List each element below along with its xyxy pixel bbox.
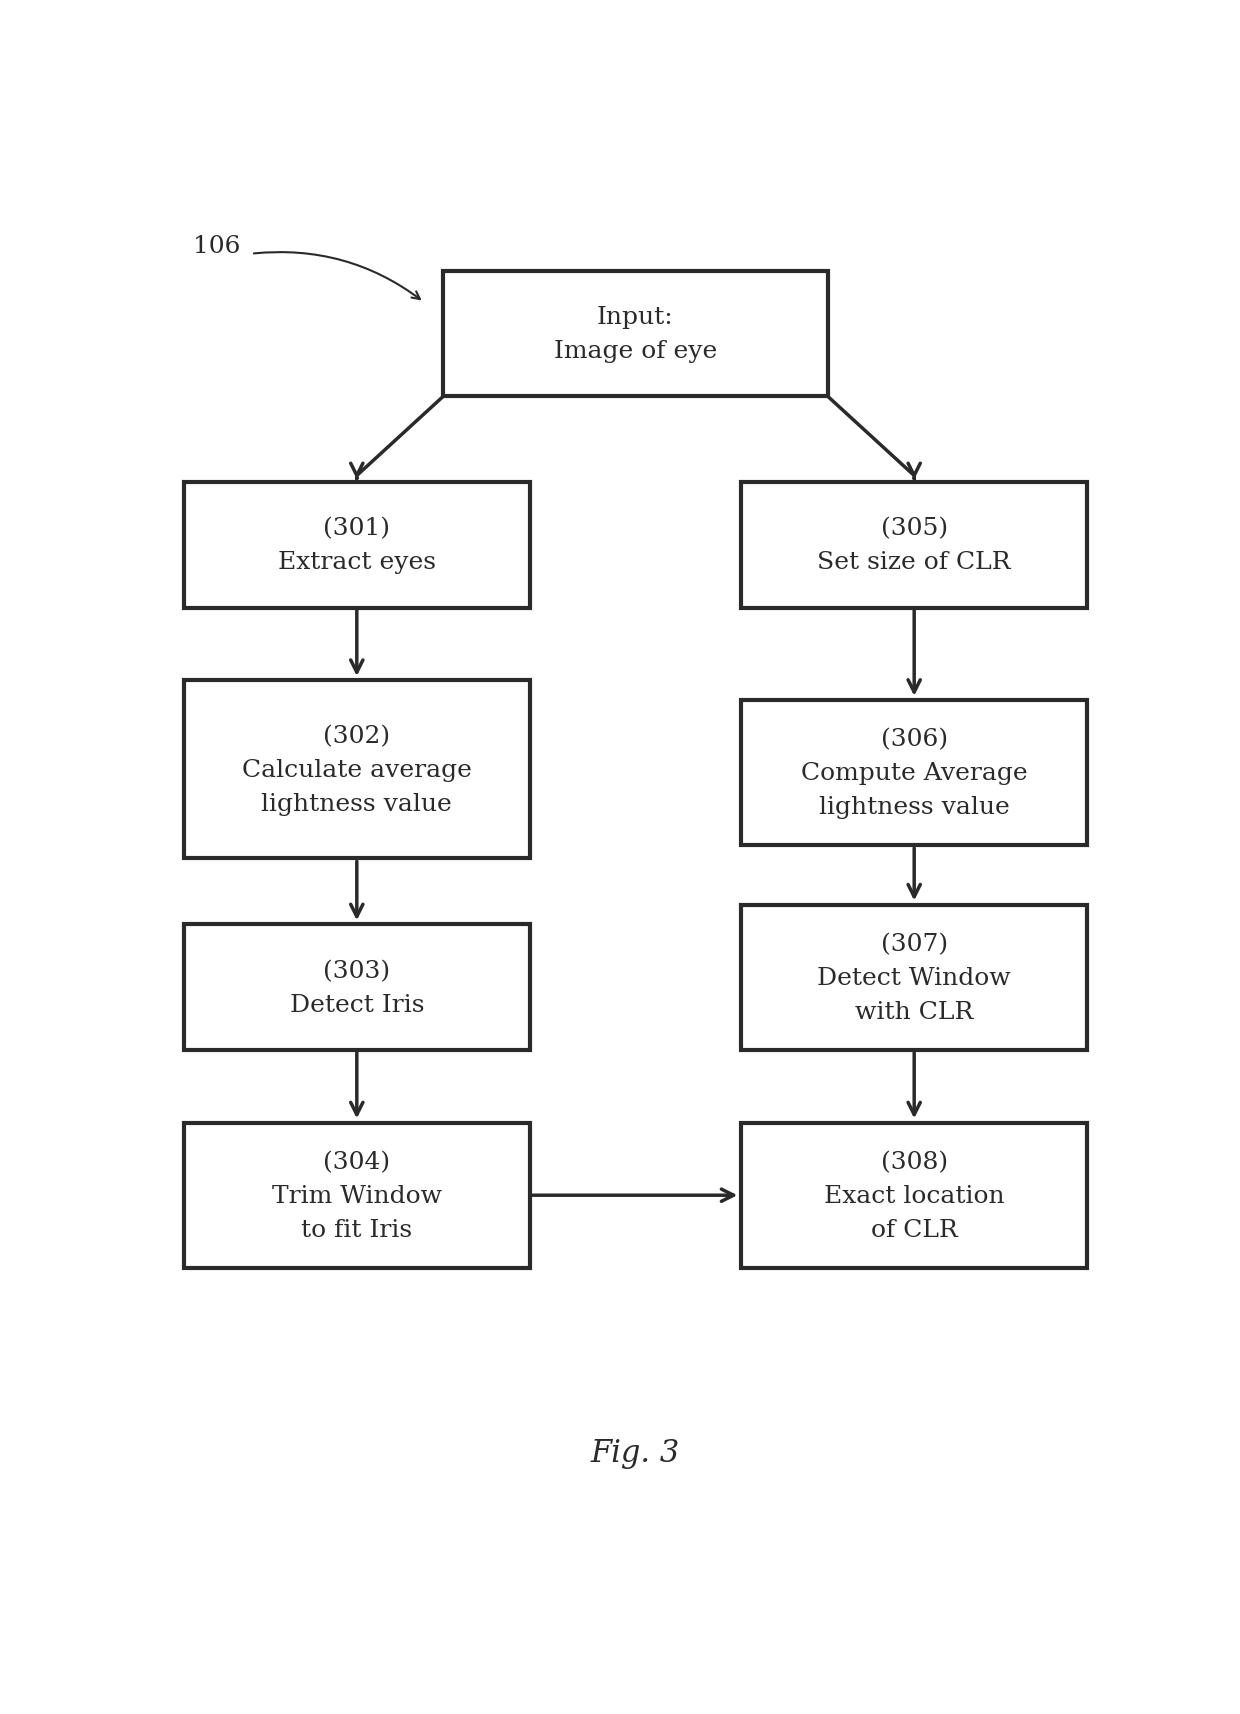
FancyBboxPatch shape	[742, 1123, 1087, 1268]
FancyBboxPatch shape	[184, 680, 529, 859]
FancyBboxPatch shape	[742, 483, 1087, 608]
FancyBboxPatch shape	[444, 273, 828, 398]
Text: (304)
Trim Window
to fit Iris: (304) Trim Window to fit Iris	[272, 1150, 441, 1241]
FancyBboxPatch shape	[184, 926, 529, 1051]
Text: Fig. 3: Fig. 3	[591, 1438, 680, 1469]
Text: (306)
Compute Average
lightness value: (306) Compute Average lightness value	[801, 728, 1028, 819]
Text: 106: 106	[193, 235, 241, 257]
FancyBboxPatch shape	[742, 701, 1087, 845]
Text: (303)
Detect Iris: (303) Detect Iris	[290, 960, 424, 1016]
FancyBboxPatch shape	[742, 905, 1087, 1051]
Text: (305)
Set size of CLR: (305) Set size of CLR	[817, 518, 1011, 574]
Text: (302)
Calculate average
lightness value: (302) Calculate average lightness value	[242, 725, 471, 816]
Text: (308)
Exact location
of CLR: (308) Exact location of CLR	[823, 1150, 1004, 1241]
Text: (307)
Detect Window
with CLR: (307) Detect Window with CLR	[817, 932, 1011, 1023]
Text: Input:
Image of eye: Input: Image of eye	[554, 307, 717, 363]
FancyBboxPatch shape	[184, 1123, 529, 1268]
Text: (301)
Extract eyes: (301) Extract eyes	[278, 518, 435, 574]
FancyBboxPatch shape	[184, 483, 529, 608]
